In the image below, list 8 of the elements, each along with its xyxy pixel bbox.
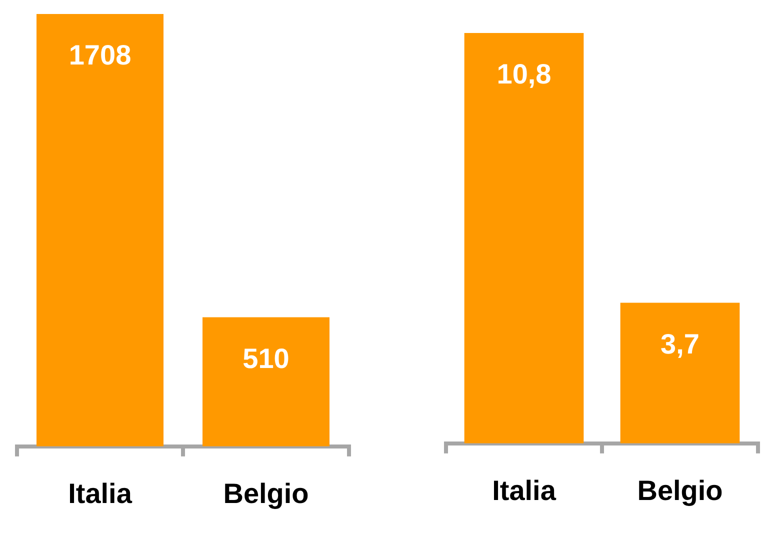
data-label: 1708 (68, 40, 132, 71)
data-label: 3,7 (660, 328, 700, 360)
x-tick-label: Belgio (223, 478, 309, 509)
data-label: 10,8 (496, 58, 552, 90)
x-tick-label: Italia (68, 478, 132, 509)
x-tick-label: Italia (492, 474, 556, 506)
x-tick-label: Belgio (637, 474, 723, 506)
data-label: 510 (242, 343, 290, 374)
